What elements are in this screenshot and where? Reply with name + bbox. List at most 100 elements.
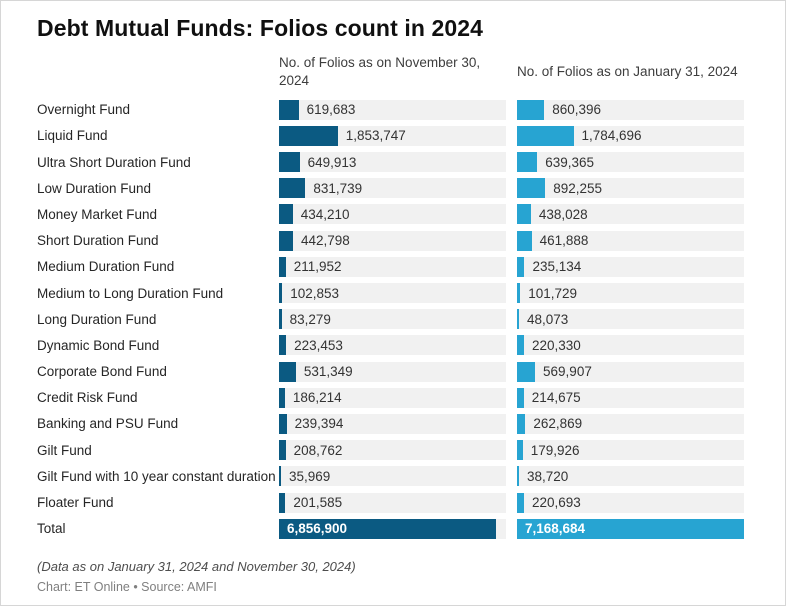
bar-track-january: 220,693 xyxy=(517,492,744,513)
bar-track-november: 223,453 xyxy=(279,335,506,356)
chart-row: Credit Risk Fund 186,214 214,675 xyxy=(37,385,744,411)
bar-track-november: 239,394 xyxy=(279,413,506,434)
bar-value-january: 569,907 xyxy=(543,364,592,380)
row-label: Long Duration Fund xyxy=(37,311,157,327)
bar-track-november: 1,853,747 xyxy=(279,125,506,146)
bar-value-january: 220,693 xyxy=(531,495,581,510)
bar-value-november: 649,913 xyxy=(307,154,357,170)
bar-november xyxy=(279,230,294,251)
bar-track-january: 461,888 xyxy=(517,230,744,251)
bar-january xyxy=(517,335,524,356)
bar-november xyxy=(279,413,287,434)
bar-track-january: 235,134 xyxy=(517,256,744,277)
row-label: Medium Duration Fund xyxy=(37,259,175,275)
bar-value-november: 35,969 xyxy=(289,468,331,484)
bar-track-january: 38,720 xyxy=(517,466,744,487)
row-label: Liquid Fund xyxy=(37,128,108,144)
row-label: Medium to Long Duration Fund xyxy=(37,285,224,301)
bar-november xyxy=(279,361,296,382)
bar-november xyxy=(279,466,281,487)
chart-row: Corporate Bond Fund 531,349 569,907 xyxy=(37,358,744,384)
row-label: Corporate Bond Fund xyxy=(37,364,167,380)
bar-value-january: 101,729 xyxy=(528,285,578,301)
bar-value-november: 831,739 xyxy=(313,180,363,196)
chart-row: Gilt Fund 208,762 179,926 xyxy=(37,437,744,463)
bar-value-january: 235,134 xyxy=(532,259,582,275)
bar-value-january: 48,073 xyxy=(527,311,569,327)
bar-value-november: 186,214 xyxy=(292,390,342,406)
bar-track-january: 438,028 xyxy=(517,204,744,225)
chart-credit: Chart: ET Online • Source: AMFI xyxy=(37,579,217,594)
footnote: (Data as on January 31, 2024 and Novembe… xyxy=(37,558,356,574)
row-label: Banking and PSU Fund xyxy=(37,416,179,432)
chart-row: Low Duration Fund 831,739 892,255 xyxy=(37,175,744,201)
bar-track-january: 569,907 xyxy=(517,361,744,382)
bar-value-january: 860,396 xyxy=(552,102,602,118)
row-label: Short Duration Fund xyxy=(37,233,159,249)
bar-track-january: 101,729 xyxy=(517,283,744,303)
chart-row: Floater Fund 201,585 220,693 xyxy=(37,489,744,515)
bar-november xyxy=(279,178,306,199)
chart-row: Medium to Long Duration Fund 102,853 101,7… xyxy=(37,280,744,306)
chart-row: Dynamic Bond Fund 223,453 220,330 xyxy=(37,332,744,358)
chart-row: Medium Duration Fund 211,952 235,134 xyxy=(37,254,744,280)
bar-track-november: 102,853 xyxy=(279,283,506,303)
bar-track-november: 531,349 xyxy=(279,361,506,382)
bar-value-january: 262,869 xyxy=(533,416,583,432)
bar-november xyxy=(279,283,283,303)
chart-row: Ultra Short Duration Fund 649,913 639,365 xyxy=(37,149,744,175)
row-label: Dynamic Bond Fund xyxy=(37,337,160,353)
bar-track-january: 214,675 xyxy=(517,387,744,408)
row-label: Low Duration Fund xyxy=(37,180,152,196)
bar-value-november: 83,279 xyxy=(289,311,331,327)
bar-track-november: 442,798 xyxy=(279,230,506,251)
bar-january xyxy=(517,256,525,277)
bar-value-november: 211,952 xyxy=(293,259,342,275)
chart-row: Liquid Fund 1,853,747 1,784,696 xyxy=(37,123,744,149)
chart-row: Long Duration Fund 83,279 48,073 xyxy=(37,306,744,332)
bar-value-november: 434,210 xyxy=(300,206,350,222)
chart-rows: Overnight Fund 619,683 860,396 Liquid Fund 1… xyxy=(37,97,744,542)
bar-november xyxy=(279,518,497,539)
bar-value-november: 442,798 xyxy=(301,233,350,249)
bar-track-november: 35,969 xyxy=(279,466,506,487)
bar-november xyxy=(279,387,285,408)
row-label: Ultra Short Duration Fund xyxy=(37,154,191,170)
bar-november xyxy=(279,125,338,146)
bar-january xyxy=(517,204,531,225)
bar-track-november: 83,279 xyxy=(279,309,506,330)
bar-track-january: 48,073 xyxy=(517,309,744,330)
column-header-november: No. of Folios as on November 30, 2024 xyxy=(279,55,481,88)
row-label: Total xyxy=(37,521,66,537)
bar-november xyxy=(279,256,286,277)
bar-january xyxy=(517,387,524,408)
bar-track-november: 6,856,900 xyxy=(279,518,506,539)
bar-january xyxy=(517,99,545,120)
bar-january xyxy=(517,125,574,146)
bar-january xyxy=(517,178,546,199)
chart-row: Money Market Fund 434,210 438,028 xyxy=(37,201,744,227)
bar-january xyxy=(517,466,519,487)
bar-january xyxy=(517,283,521,303)
bar-november xyxy=(279,309,282,330)
bar-value-january: 179,926 xyxy=(530,442,580,458)
bar-value-january: 220,330 xyxy=(531,337,581,353)
bar-value-january: 461,888 xyxy=(539,233,589,249)
bar-november xyxy=(279,440,286,461)
chart-row: Banking and PSU Fund 239,394 262,869 xyxy=(37,411,744,437)
bar-january xyxy=(517,492,524,513)
bar-value-january: 1,784,696 xyxy=(581,128,642,144)
row-label: Gilt Fund with 10 year constant duration xyxy=(37,468,276,484)
bar-january xyxy=(517,518,744,539)
bar-value-november: 201,585 xyxy=(293,495,343,510)
bar-value-january: 38,720 xyxy=(527,468,569,484)
bar-track-november: 201,585 xyxy=(279,492,506,513)
chart-row: Gilt Fund with 10 year constant duration… xyxy=(37,463,744,489)
chart-row-total: Total 6,856,900 7,168,684 xyxy=(37,516,744,542)
bar-track-january: 220,330 xyxy=(517,335,744,356)
bar-track-january: 179,926 xyxy=(517,440,744,461)
bar-track-november: 619,683 xyxy=(279,99,506,120)
bar-track-january: 7,168,684 xyxy=(517,518,744,539)
bar-value-november: 223,453 xyxy=(294,337,343,353)
row-label: Floater Fund xyxy=(37,495,114,510)
